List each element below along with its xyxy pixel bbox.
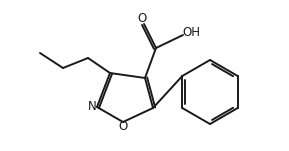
Text: O: O <box>118 119 128 132</box>
Text: N: N <box>88 101 96 114</box>
Text: O: O <box>137 13 147 26</box>
Text: OH: OH <box>182 26 200 39</box>
